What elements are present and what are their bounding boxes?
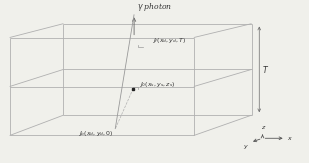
Text: $T$: $T$ [262,64,269,75]
Text: $y$: $y$ [243,143,249,151]
Text: $J_b(x_d, y_d, 0)$: $J_b(x_d, y_d, 0)$ [78,129,114,138]
Text: $x$: $x$ [287,135,293,142]
Text: $J_0(x_s, y_s, z_s)$: $J_0(x_s, y_s, z_s)$ [139,80,176,89]
Text: $\gamma$ photon: $\gamma$ photon [137,1,172,13]
Text: $z$: $z$ [261,124,267,131]
Text: $J_f(x_d, y_d, T)$: $J_f(x_d, y_d, T)$ [152,36,187,45]
